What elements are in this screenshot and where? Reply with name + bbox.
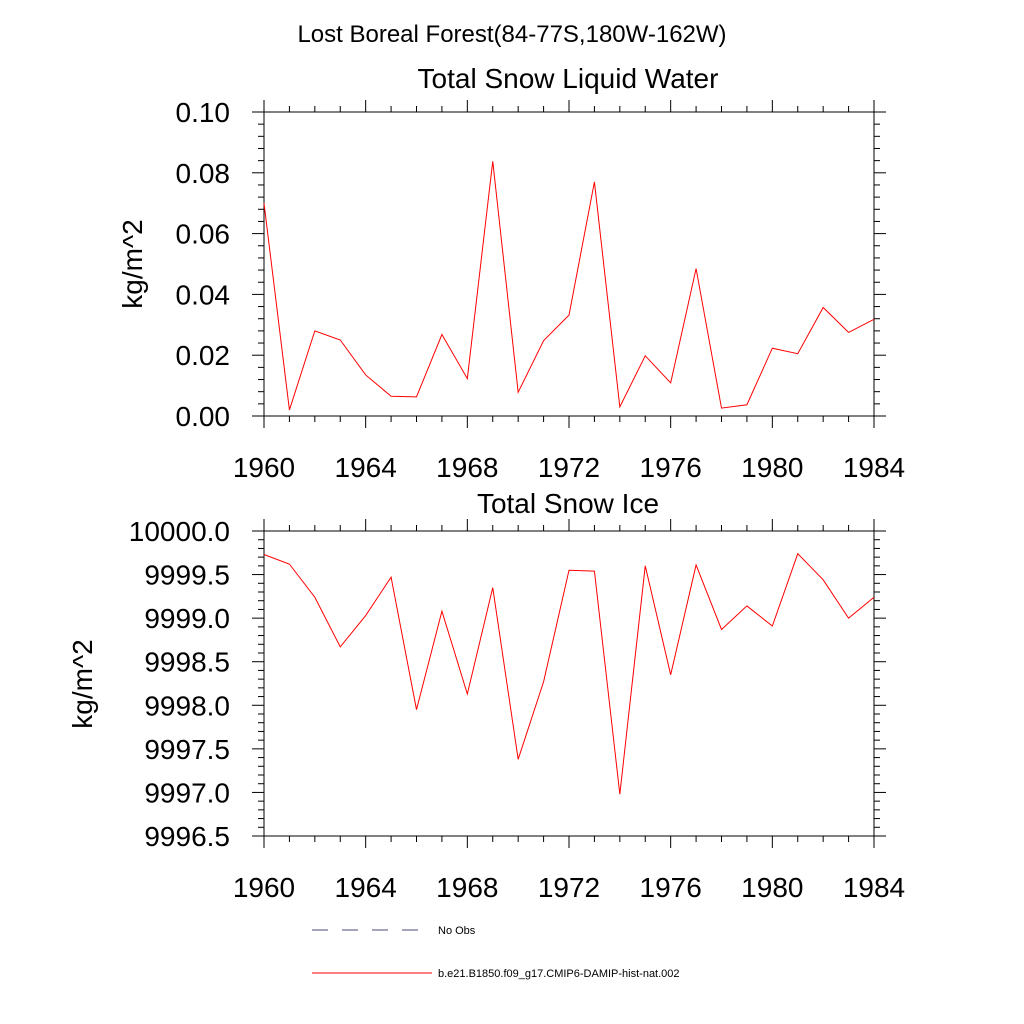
x-tick-label: 1980 [741, 452, 803, 483]
x-tick-label: 1984 [843, 872, 905, 903]
plot-frame [263, 530, 875, 837]
x-tick-label: 1964 [335, 452, 397, 483]
x-tick-label: 1960 [233, 872, 295, 903]
series-line [263, 161, 875, 411]
chart-title: Total Snow Ice [477, 488, 659, 519]
plot-frame [263, 111, 875, 417]
x-tick-label: 1972 [538, 872, 600, 903]
y-tick-label: 9997.0 [144, 777, 230, 808]
y-tick-label: 0.06 [176, 219, 231, 250]
y-tick-label: 9999.5 [144, 560, 230, 591]
x-tick-label: 1976 [640, 872, 702, 903]
y-tick-label: 9998.0 [144, 690, 230, 721]
figure-title: Lost Boreal Forest(84-77S,180W-162W) [297, 21, 726, 48]
x-tick-label: 1968 [436, 872, 498, 903]
y-tick-label: 0.02 [176, 340, 231, 371]
x-tick-label: 1972 [538, 452, 600, 483]
y-tick-label: 10000.0 [129, 516, 230, 547]
legend: No Obs b.e21.B1850.f09_g17.CMIP6-DAMIP-h… [312, 925, 680, 980]
y-tick-label: 0.04 [176, 279, 231, 310]
series-line [263, 552, 875, 795]
x-tick-label: 1984 [843, 452, 905, 483]
legend-label-no-obs: No Obs [438, 925, 476, 937]
y-tick-label: 9997.5 [144, 734, 230, 765]
x-tick-label: 1964 [335, 872, 397, 903]
y-tick-label: 9998.5 [144, 647, 230, 678]
x-tick-label: 1976 [640, 452, 702, 483]
y-tick-label: 0.08 [176, 158, 231, 189]
y-tick-label: 0.00 [176, 401, 231, 432]
x-tick-label: 1960 [233, 452, 295, 483]
legend-label-model: b.e21.B1850.f09_g17.CMIP6-DAMIP-hist-nat… [438, 968, 680, 980]
x-tick-label: 1980 [741, 872, 803, 903]
chart-total-snow-ice: Total Snow Ice kg/m^2 1960 1964 1968 1972 19… [67, 488, 905, 903]
y-axis-label: kg/m^2 [67, 639, 98, 728]
y-tick-label: 9999.0 [144, 603, 230, 634]
y-tick-label: 0.10 [176, 97, 231, 128]
y-tick-label: 9996.5 [144, 821, 230, 852]
y-axis-label: kg/m^2 [117, 219, 148, 308]
x-tick-label: 1968 [436, 452, 498, 483]
chart-total-snow-liquid-water: Total Snow Liquid Water kg/m^2 1960 1964 1… [117, 63, 905, 483]
chart-title: Total Snow Liquid Water [418, 63, 719, 94]
